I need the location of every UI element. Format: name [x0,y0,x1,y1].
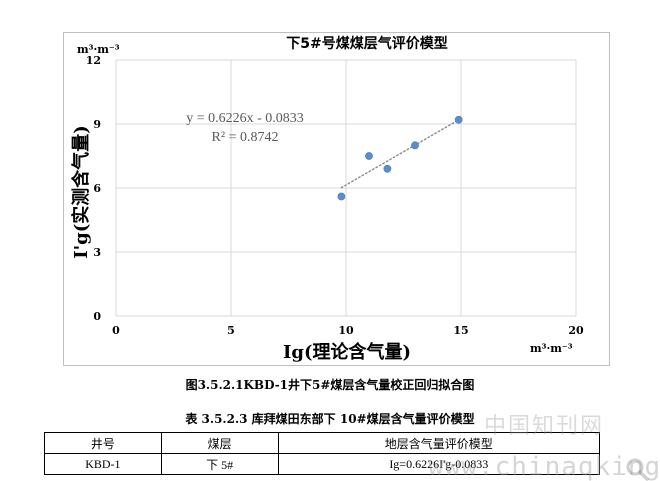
data-point [411,141,419,150]
cell-well-id: KBD-1 [44,453,162,475]
chart-frame [63,32,610,366]
watermark-site-name: 中国知刊网 [484,414,605,439]
trendline [340,119,460,189]
x-tick-label: 15 [453,324,468,337]
header-model: 地层含气量评价模型 [277,432,601,454]
trendline-equation: y = 0.6226x - 0.0833 [186,111,304,126]
table-row: KBD-1 下 5# Ig=0.6226I'g-0.0833 [44,453,601,475]
trendline-group [340,119,460,189]
chart-title: 下5#号煤煤层气评价模型 [286,35,447,52]
gridlines [115,59,577,317]
x-tick-label: 10 [338,324,354,337]
header-well-id: 井号 [44,432,162,454]
data-point [337,192,346,201]
watermark-url: www.chinaqking.com [428,452,660,481]
y-tick-label: 12 [86,54,101,67]
x-tick-label: 5 [227,324,235,337]
r-squared-label: R² = 0.8742 [212,130,279,145]
header-coal-seam: 煤层 [160,432,279,454]
evaluation-model-table: 井号 煤层 地层含气量评价模型 KBD-1 下 5# Ig=0.6226I'g-… [44,432,601,475]
y-tick-label: 9 [93,118,101,131]
tick-labels: 0 3 6 9 12 0 5 10 15 20 [86,54,584,337]
data-point [454,115,463,124]
table-caption: 表 3.5.2.3 库拜煤田东部下 10#煤层含气量评价模型 [185,412,475,426]
data-points [337,115,463,201]
figure-caption: 图3.5.2.1KBD-1井下5#煤层含气量校正回归拟合图 [185,378,475,392]
search-icon [626,458,649,481]
cell-coal-seam: 下 5# [160,453,279,475]
x-tick-label: 0 [112,324,120,337]
x-tick-label: 20 [568,324,584,337]
y-tick-label: 0 [93,310,101,323]
y-tick-label: 6 [93,182,101,195]
x-axis-unit: m³·m⁻³ [530,342,573,355]
y-tick-label: 3 [93,246,101,259]
cell-model: Ig=0.6226I'g-0.0833 [277,453,601,475]
data-point [383,164,392,173]
data-point [365,152,373,160]
y-axis-unit: m³·m⁻³ [77,43,120,56]
x-axis-title: Ig(理论含气量) [283,341,411,363]
table-header-row: 井号 煤层 地层含气量评价模型 [44,432,601,454]
y-axis-title: I'g(实测含气量) [70,125,92,259]
